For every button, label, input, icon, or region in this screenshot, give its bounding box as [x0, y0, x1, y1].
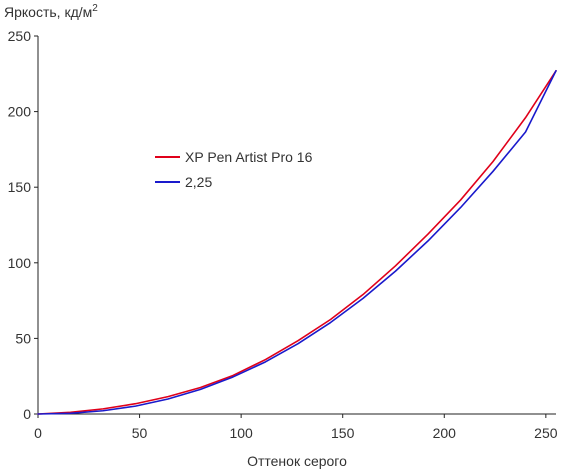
y-tick-label: 200 [8, 104, 32, 120]
y-tick-label: 0 [23, 406, 31, 422]
legend-label-2: 2,25 [185, 174, 212, 190]
plot-lines [37, 69, 557, 415]
x-tick-label: 100 [229, 425, 253, 441]
y-axis-title: Яркость, кд/м2 [4, 3, 98, 20]
x-tick-label: 200 [433, 425, 457, 441]
axes: 0 50 100 150 200 250 0 50 100 150 200 250 [8, 28, 558, 441]
x-tick-label: 0 [34, 425, 42, 441]
y-tick-label: 150 [8, 179, 32, 195]
x-tick-label: 250 [534, 425, 558, 441]
y-axis-title-superscript: 2 [92, 3, 98, 14]
y-tick-label: 50 [15, 330, 31, 346]
y-tick-label: 250 [8, 28, 32, 44]
legend-label-1: XP Pen Artist Pro 16 [185, 149, 313, 165]
x-axis-title: Оттенок серого [247, 453, 347, 469]
y-tick-label: 100 [8, 255, 32, 271]
series-line-2 [37, 69, 557, 415]
y-axis-title-text: Яркость, кд/м [4, 4, 92, 20]
legend: XP Pen Artist Pro 16 2,25 [155, 149, 313, 190]
series-line-1 [37, 69, 557, 415]
x-tick-label: 50 [132, 425, 148, 441]
x-tick-label: 150 [331, 425, 355, 441]
